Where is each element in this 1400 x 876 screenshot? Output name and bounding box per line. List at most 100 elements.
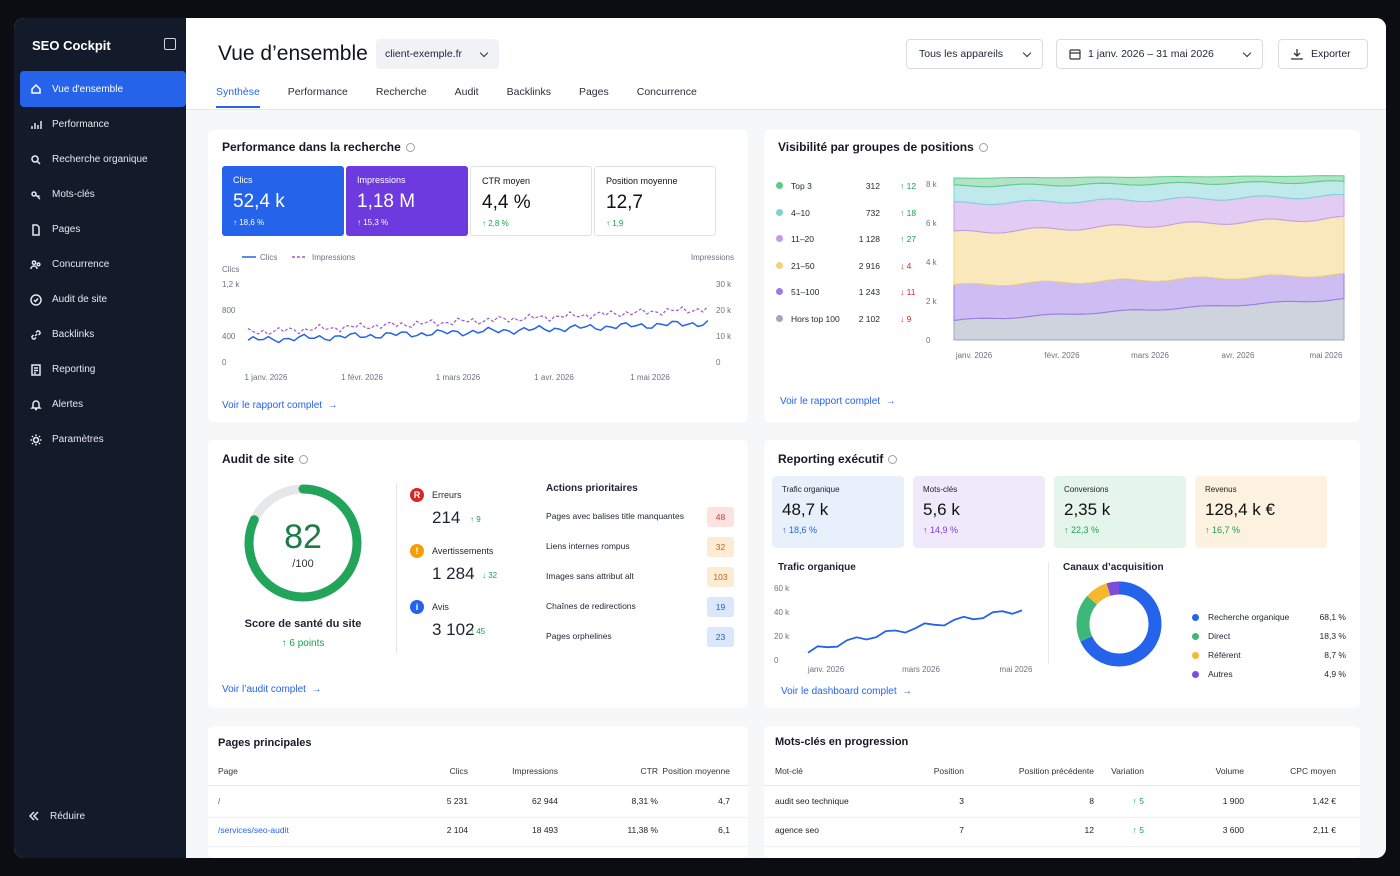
priority-action-row[interactable]: Pages orphelines 23 [546, 627, 734, 647]
y-tick: 60 k [774, 584, 790, 593]
performance-chart: Clics Impressions Clics Impressions 1,2 k 800… [222, 253, 734, 382]
sidebar-item-1[interactable]: Performance [20, 107, 186, 142]
export-button[interactable]: Exporter [1278, 39, 1368, 69]
action-count-badge: 48 [707, 507, 734, 527]
audit-icon [30, 293, 42, 306]
priority-action-row[interactable]: Images sans attribut alt 103 [546, 567, 734, 587]
tab-2[interactable]: Recherche [375, 86, 427, 98]
sidebar-item-label: Reporting [52, 364, 96, 375]
sidebar-item-10[interactable]: Paramètres [20, 422, 186, 457]
group-count: 1 243 [858, 287, 880, 297]
table-cell: 8,31 % [631, 796, 658, 806]
column-header[interactable]: Mot-clé [775, 766, 803, 776]
table-row[interactable]: /services/seo-audit 2 104 18 493 11,38 % 6,1 [208, 825, 748, 847]
issue-summary[interactable]: R Erreurs 214 ↑ 9 [410, 486, 530, 536]
x-tick: 1 févr. 2026 [341, 373, 383, 382]
priority-action-row[interactable]: Pages avec balises title manquantes 48 [546, 507, 734, 527]
legend-dot [1192, 652, 1199, 659]
tab-4[interactable]: Backlinks [506, 86, 551, 98]
report-kpi-card[interactable]: Conversions 2,35 k ↑ 22,3 % [1054, 476, 1186, 548]
sidebar-item-0[interactable]: Vue d'ensemble [20, 71, 186, 107]
channel-label: Recherche organique [1208, 612, 1290, 622]
group-label: 51–100 [791, 287, 820, 297]
kpi-card[interactable]: Impressions 1,18 M ↑ 15,3 % [346, 166, 468, 236]
column-header[interactable]: Impressions [512, 766, 558, 776]
donut-slice [1076, 581, 1162, 667]
sidebar-toggle-icon[interactable] [164, 38, 176, 50]
sidebar-item-4[interactable]: Pages [20, 212, 186, 247]
issue-summary[interactable]: ! Avertissements 1 284 ↓ 32 [410, 542, 530, 592]
sidebar-item-6[interactable]: Audit de site [20, 282, 186, 317]
rising-keywords-card: Mots-clés en progression Mot-clé Position… [764, 726, 1360, 858]
column-header[interactable]: Position [933, 766, 964, 776]
tab-1[interactable]: Performance [287, 86, 348, 98]
column-header[interactable]: Variation [1111, 766, 1144, 776]
card-title: Visibilité par groupes de positions [778, 140, 988, 154]
visibility-report-link[interactable]: Voir le rapport complet → [780, 396, 896, 407]
legend-dot [776, 235, 783, 242]
sidebar-item-9[interactable]: Alertes [20, 387, 186, 422]
y-tick: 0 [926, 336, 931, 345]
gear-icon [30, 434, 42, 445]
table-row[interactable]: agence seo 7 12 ↑ 5 3 600 2,11 € [764, 825, 1360, 847]
priority-action-row[interactable]: Liens internes rompus 32 [546, 537, 734, 557]
info-icon[interactable] [299, 455, 309, 465]
tab-5[interactable]: Pages [578, 86, 609, 98]
report-kpi-card[interactable]: Mots-clés 5,6 k ↑ 14,9 % [913, 476, 1045, 548]
table-row[interactable]: audit seo technique 3 8 ↑ 5 1 900 1,42 € [764, 796, 1360, 818]
collapse-sidebar-button[interactable]: Réduire [28, 810, 85, 822]
report-kpi-card[interactable]: Trafic organique 48,7 k ↑ 18,6 % [772, 476, 904, 548]
table-cell[interactable]: / [218, 796, 221, 806]
column-header[interactable]: CTR [640, 766, 658, 776]
tab-6[interactable]: Concurrence [636, 86, 697, 98]
info-icon[interactable] [405, 143, 415, 153]
column-header[interactable]: Position moyenne [662, 766, 730, 776]
y-tick-right: 0 [716, 358, 721, 367]
legend-dot [776, 261, 783, 269]
perf-report-link[interactable]: Voir le rapport complet → [222, 400, 338, 411]
sidebar-item-8[interactable]: Reporting [20, 352, 186, 387]
card-title: Performance dans la recherche [222, 140, 415, 154]
sidebar-item-3[interactable]: Mots-clés [20, 177, 186, 212]
kpi-card[interactable]: Position moyenne 12,7 ↑ 1,9 [594, 166, 716, 236]
tab-3[interactable]: Audit [454, 86, 479, 98]
y-tick-left: 1,2 k [222, 280, 240, 289]
device-filter[interactable]: Tous les appareils [906, 39, 1043, 69]
column-header[interactable]: CPC moyen [1290, 766, 1336, 776]
column-header[interactable]: Page [218, 766, 238, 776]
priority-action-row[interactable]: Chaînes de redirections 19 [546, 597, 734, 617]
x-tick: mai 2026 [1310, 351, 1343, 360]
info-icon[interactable] [978, 143, 988, 153]
issue-summary[interactable]: i Avis 3 102 ↑ 45 [410, 598, 530, 648]
sidebar-item-2[interactable]: Recherche organique [20, 142, 186, 177]
legend-dot [776, 314, 783, 322]
audit-report-link[interactable]: Voir l’audit complet → [222, 684, 322, 695]
column-header[interactable]: Clics [449, 766, 468, 776]
report-kpi-card[interactable]: Revenus 128,4 k € ↑ 16,7 % [1195, 476, 1327, 548]
card-title: Audit de site [222, 452, 309, 466]
x-tick: janv. 2026 [955, 351, 993, 360]
sidebar-item-5[interactable]: Concurrence [20, 247, 186, 282]
kpi-card[interactable]: Clics 52,4 k ↑ 18,6 % [222, 166, 344, 236]
card-title: Mots-clés en progression [775, 736, 909, 748]
chevron-down-icon [1022, 48, 1032, 58]
app-name: SEO Cockpit [32, 38, 111, 53]
sidebar-item-7[interactable]: Backlinks [20, 317, 186, 352]
dashboard-link[interactable]: Voir le dashboard complet → [781, 686, 913, 697]
column-header[interactable]: Volume [1215, 766, 1244, 776]
column-header[interactable]: Position précédente [1018, 766, 1094, 776]
table-cell[interactable]: /services/seo-audit [218, 825, 289, 835]
x-tick: janv. 2026 [807, 665, 845, 674]
table-cell: 18 493 [532, 825, 558, 835]
table-row[interactable]: / 5 231 62 944 8,31 % 4,7 [208, 796, 748, 818]
channel-label: Direct [1208, 631, 1231, 641]
group-change: ↓ 11 [900, 287, 916, 297]
info-icon[interactable] [888, 455, 898, 465]
kpi-card[interactable]: CTR moyen 4,4 % ↑ 2,8 % [470, 166, 592, 236]
actions-title: Actions prioritaires [546, 483, 638, 494]
group-change: ↑ 18 [900, 207, 917, 218]
issue-count: 1 284 [432, 564, 475, 583]
tab-0[interactable]: Synthèse [216, 86, 260, 108]
site-selector[interactable]: client-exemple.fr [376, 39, 499, 69]
date-range-picker[interactable]: 1 janv. 2026 – 31 mai 2026 [1056, 39, 1263, 69]
